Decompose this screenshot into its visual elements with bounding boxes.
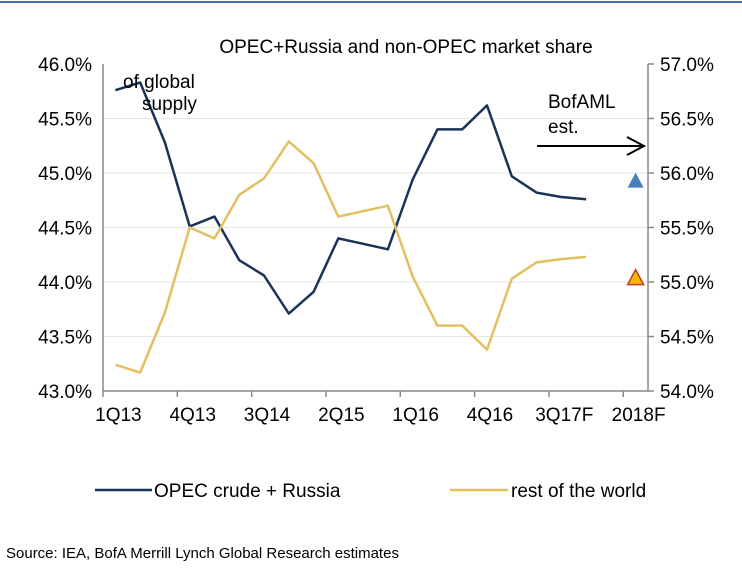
left-axis-tick-label: 43.0%: [38, 382, 92, 403]
x-axis-tick-label: 4Q13: [169, 405, 215, 426]
x-axis-tick-label: 3Q17F: [535, 405, 593, 426]
legend-label-opec: OPEC crude + Russia: [154, 481, 341, 502]
legend-label-rest: rest of the world: [511, 481, 646, 502]
x-axis-tick-label: 1Q16: [392, 405, 438, 426]
annotation-est: est.: [548, 117, 579, 138]
left-axis-tick-label: 43.5%: [38, 328, 92, 349]
left-axis-tick-label: 46.0%: [38, 55, 92, 76]
annotation-of-global: of global: [123, 72, 195, 93]
opec-2018f-estimate-triangle: [628, 173, 644, 188]
estimate-arrow-icon: [537, 137, 644, 155]
right-axis-tick-label: 54.5%: [660, 328, 714, 349]
annotation-supply: supply: [142, 94, 197, 115]
left-axis-tick-label: 45.5%: [38, 110, 92, 131]
x-axis-tick-label: 2018F: [612, 405, 666, 426]
x-axis-tick-label: 2Q15: [318, 405, 364, 426]
rest-of-world-line: [115, 141, 586, 372]
right-axis-tick-label: 56.5%: [660, 110, 714, 131]
left-axis-tick-label: 44.5%: [38, 219, 92, 240]
annotation-bofaml: BofAML: [548, 92, 616, 113]
left-axis-tick-label: 45.0%: [38, 164, 92, 185]
opec-russia-line: [115, 83, 586, 314]
right-axis-tick-label: 54.0%: [660, 382, 714, 403]
left-axis-tick-label: 44.0%: [38, 273, 92, 294]
right-axis-tick-label: 55.5%: [660, 219, 714, 240]
source-note: Source: IEA, BofA Merrill Lynch Global R…: [6, 545, 399, 562]
right-axis-tick-label: 55.0%: [660, 273, 714, 294]
x-axis-tick-label: 4Q16: [467, 405, 513, 426]
x-axis-tick-label: 1Q13: [95, 405, 141, 426]
rest-2018f-estimate-triangle: [628, 270, 644, 285]
legend: OPEC crude + Russia rest of the world: [95, 481, 646, 502]
x-axis-tick-label: 3Q14: [244, 405, 291, 426]
right-axis-tick-label: 57.0%: [660, 55, 714, 76]
chart-title: OPEC+Russia and non-OPEC market share: [219, 37, 592, 58]
right-axis-tick-label: 56.0%: [660, 164, 714, 185]
